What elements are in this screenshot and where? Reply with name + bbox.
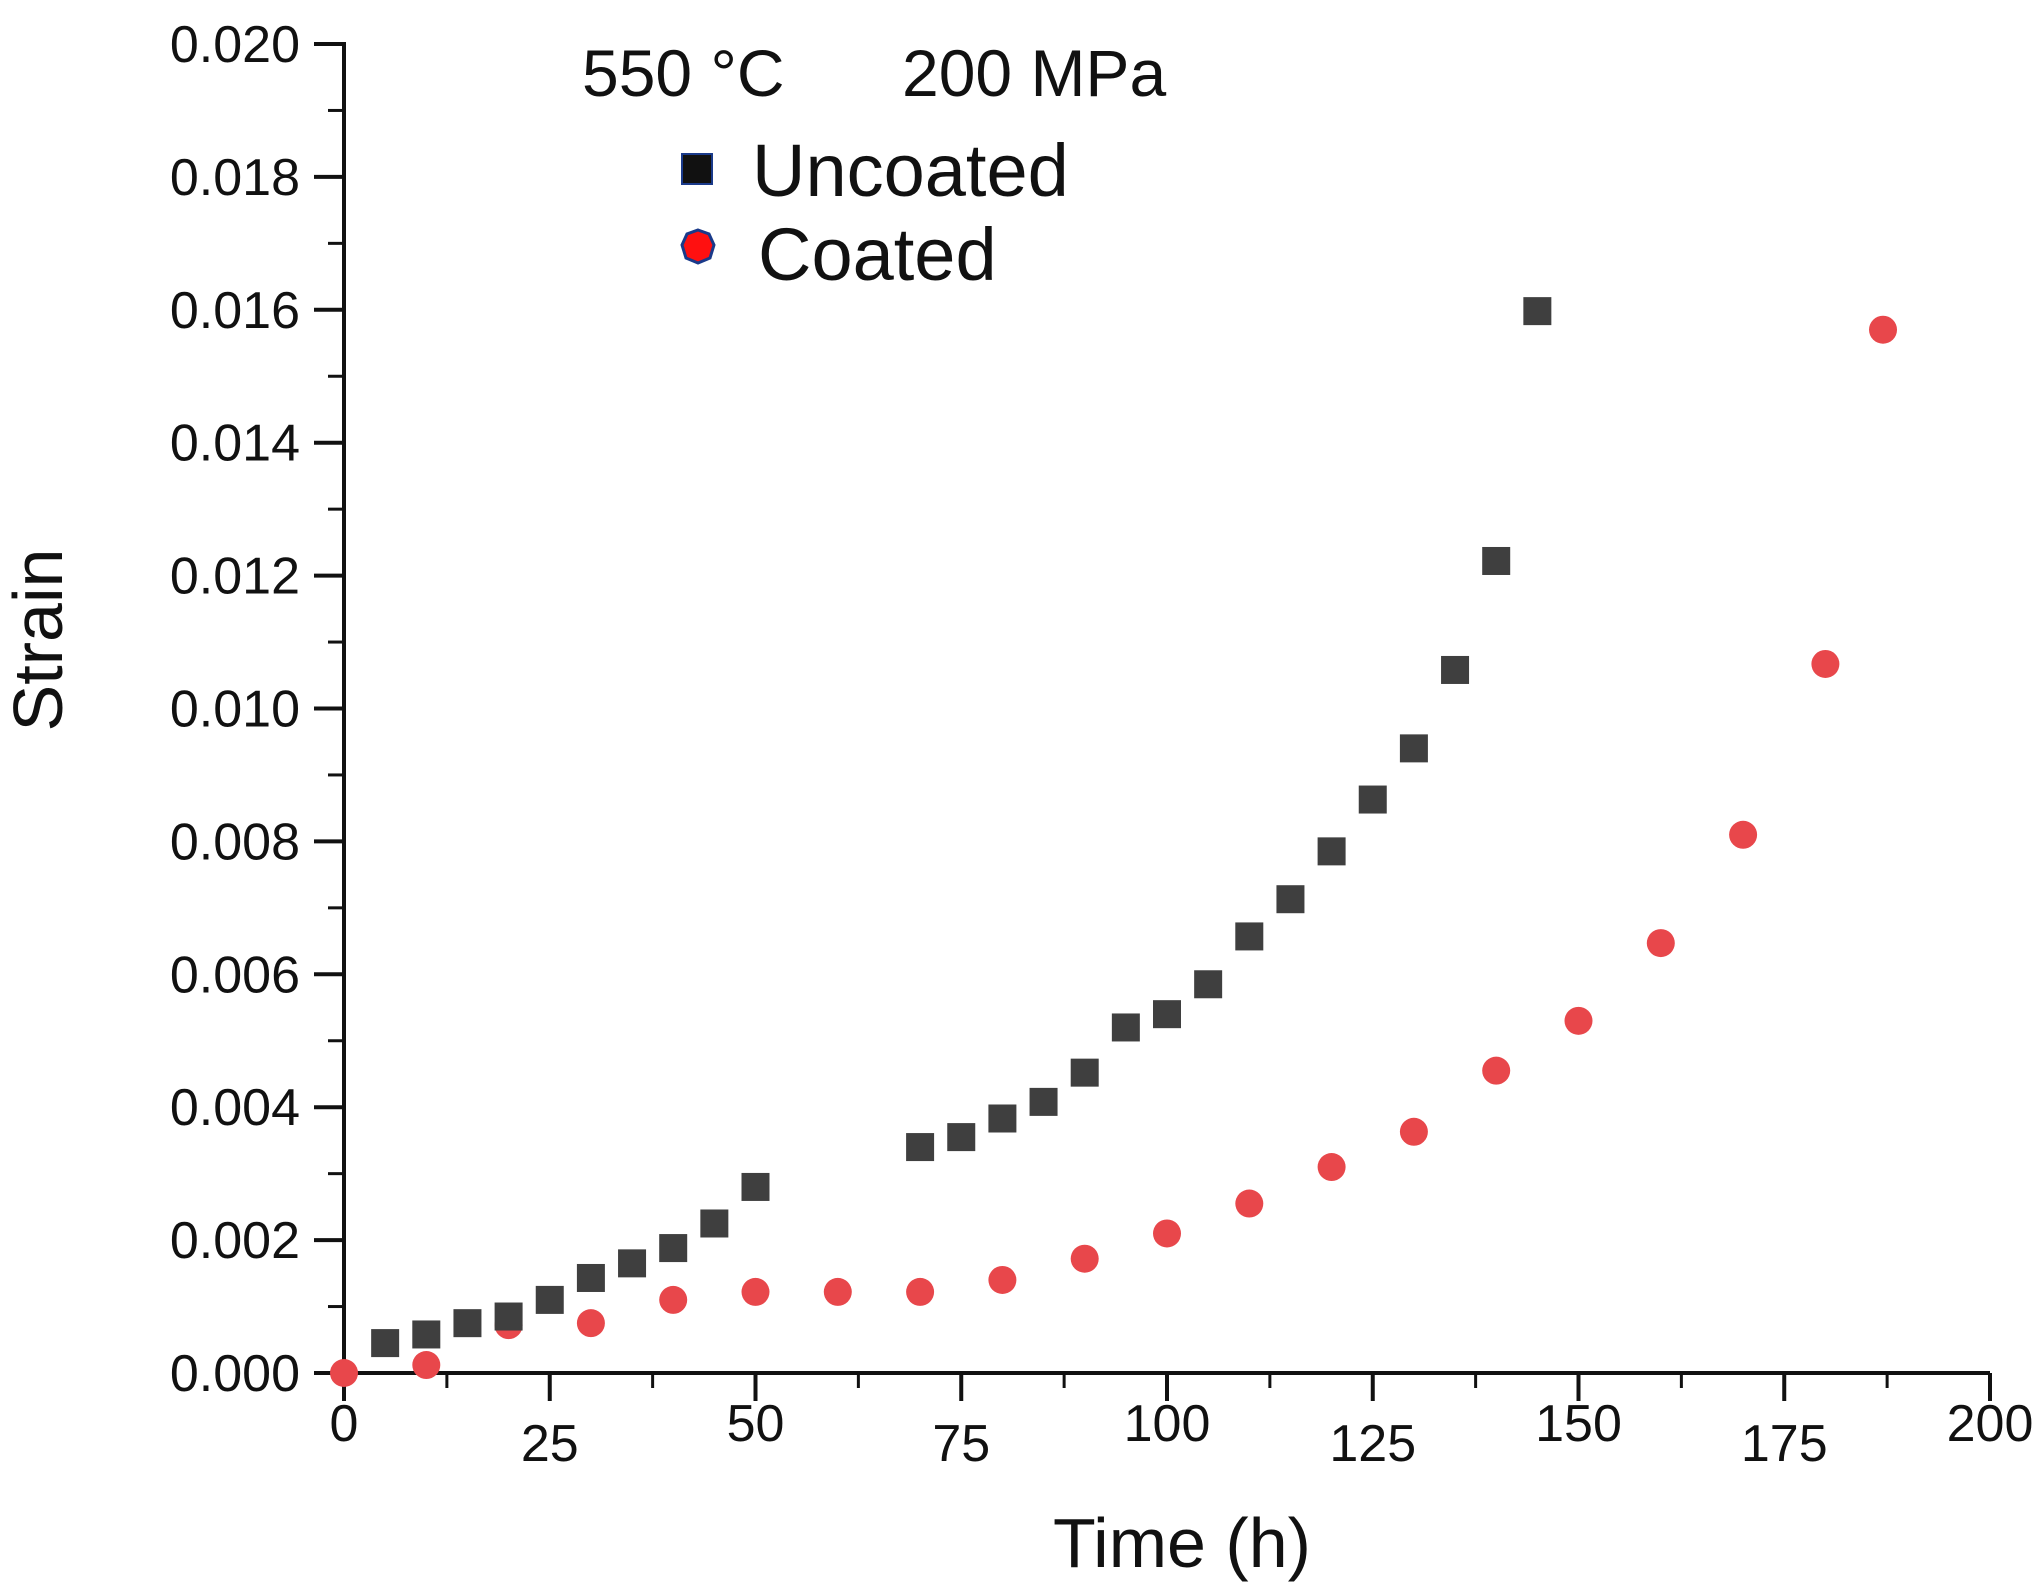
uncoated-point: [453, 1309, 482, 1338]
x-tick-label: 175: [1741, 1415, 1828, 1473]
coated-point: [659, 1285, 688, 1314]
coated-series: [330, 315, 1898, 1387]
uncoated-point: [576, 1263, 605, 1292]
coated-point: [1399, 1117, 1428, 1146]
x-tick-label: 50: [727, 1395, 785, 1453]
uncoated-point: [700, 1209, 729, 1238]
temperature-annotation: 550 °C: [582, 36, 785, 110]
x-axis-title: Time (h): [1053, 1504, 1311, 1582]
x-tick-label: 125: [1329, 1415, 1416, 1473]
legend-uncoated-label: Uncoated: [752, 129, 1069, 212]
x-tick-label: 25: [521, 1415, 579, 1473]
y-tick-label: 0.014: [170, 415, 300, 473]
coated-point: [1646, 929, 1675, 958]
uncoated-point: [1358, 785, 1387, 814]
y-tick-label: 0.018: [170, 149, 300, 207]
y-tick-label: 0.012: [170, 548, 300, 606]
uncoated-point: [1276, 885, 1305, 914]
coated-point: [1869, 315, 1898, 344]
uncoated-point: [741, 1172, 770, 1201]
uncoated-point: [988, 1104, 1017, 1133]
uncoated-point: [1441, 655, 1470, 684]
uncoated-point: [1194, 970, 1223, 999]
coated-point: [1811, 649, 1840, 678]
legend-uncoated-marker: [681, 153, 713, 185]
x-axis-ticks: 0 25 50 75 100 125 150 175 200: [330, 1373, 2034, 1473]
coated-point: [1564, 1006, 1593, 1035]
x-tick-label: 75: [932, 1415, 990, 1473]
x-tick-label: 150: [1535, 1395, 1622, 1453]
coated-point: [906, 1277, 935, 1306]
y-tick-label: 0.008: [170, 813, 300, 871]
uncoated-point: [535, 1285, 564, 1314]
uncoated-point: [1235, 922, 1264, 951]
uncoated-point: [618, 1249, 647, 1278]
uncoated-point: [371, 1329, 400, 1358]
y-tick-label: 0.010: [170, 681, 300, 739]
coated-point: [1317, 1153, 1346, 1182]
x-tick-label: 100: [1124, 1395, 1211, 1453]
legend: Uncoated Coated: [680, 129, 1069, 296]
x-tick-label: 200: [1947, 1395, 2034, 1453]
coated-point: [823, 1277, 852, 1306]
coated-point: [576, 1309, 605, 1338]
uncoated-point: [659, 1234, 688, 1263]
y-tick-label: 0.016: [170, 282, 300, 340]
uncoated-series: [371, 297, 1552, 1358]
uncoated-point: [412, 1320, 441, 1349]
y-tick-label: 0.002: [170, 1212, 300, 1270]
y-tick-label: 0.000: [170, 1345, 300, 1403]
coated-point: [1153, 1219, 1181, 1248]
uncoated-point: [1070, 1058, 1099, 1087]
uncoated-point: [1317, 837, 1346, 866]
uncoated-point: [1029, 1087, 1058, 1116]
coated-point: [1070, 1244, 1099, 1273]
y-axis-ticks: 0.000 0.002 0.004 0.006 0.008 0.010 0.012 0.014…: [170, 16, 344, 1403]
y-tick-label: 0.004: [170, 1079, 300, 1137]
uncoated-point: [1523, 297, 1552, 326]
coated-point: [1235, 1189, 1264, 1218]
y-axis-title: Strain: [0, 549, 77, 732]
uncoated-point: [906, 1133, 935, 1162]
coated-point: [988, 1265, 1017, 1294]
uncoated-point: [1153, 1000, 1181, 1029]
x-tick-label: 0: [330, 1395, 359, 1453]
coated-point: [412, 1351, 441, 1380]
uncoated-point: [947, 1123, 976, 1152]
uncoated-point: [1482, 546, 1511, 575]
coated-point: [1482, 1056, 1511, 1085]
uncoated-point: [1399, 734, 1428, 763]
y-tick-label: 0.020: [170, 16, 300, 74]
stress-annotation: 200 MPa: [902, 36, 1166, 110]
coated-point: [330, 1359, 358, 1387]
coated-point: [741, 1277, 770, 1306]
uncoated-point: [494, 1302, 523, 1331]
legend-coated-label: Coated: [758, 213, 997, 296]
legend-coated-marker: [680, 228, 716, 265]
coated-point: [1729, 820, 1758, 849]
y-tick-label: 0.006: [170, 946, 300, 1004]
uncoated-point: [1111, 1013, 1140, 1042]
